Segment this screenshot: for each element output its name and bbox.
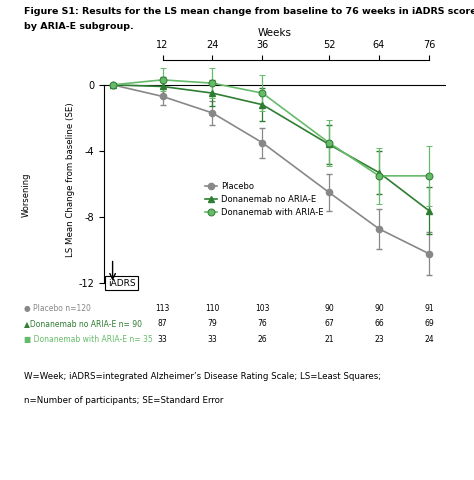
Text: 87: 87	[158, 320, 167, 328]
Text: by ARIA-E subgroup.: by ARIA-E subgroup.	[24, 22, 134, 31]
Text: W=Week; iADRS=integrated Alzheimer’s Disease Rating Scale; LS=Least Squares;: W=Week; iADRS=integrated Alzheimer’s Dis…	[24, 372, 381, 381]
Text: n=Number of participants; SE=Standard Error: n=Number of participants; SE=Standard Er…	[24, 396, 223, 405]
Text: 26: 26	[258, 336, 267, 344]
Y-axis label: LS Mean Change from baseline (SE): LS Mean Change from baseline (SE)	[65, 103, 74, 257]
Text: 90: 90	[324, 304, 334, 312]
Text: iADRS: iADRS	[108, 279, 135, 288]
Text: ▲Donanemab no ARIA-E n= 90: ▲Donanemab no ARIA-E n= 90	[24, 320, 142, 328]
X-axis label: Weeks: Weeks	[258, 28, 292, 38]
Text: 33: 33	[208, 336, 218, 344]
Text: 24: 24	[424, 336, 434, 344]
Text: 66: 66	[374, 320, 384, 328]
Text: Figure S1: Results for the LS mean change from baseline to 76 weeks in iADRS sco: Figure S1: Results for the LS mean chang…	[24, 7, 474, 16]
Text: 113: 113	[155, 304, 170, 312]
Text: 91: 91	[424, 304, 434, 312]
Text: 90: 90	[374, 304, 384, 312]
Text: 110: 110	[205, 304, 219, 312]
Text: 103: 103	[255, 304, 270, 312]
Text: 69: 69	[424, 320, 434, 328]
Text: Worsening: Worsening	[22, 172, 30, 216]
Text: 76: 76	[257, 320, 267, 328]
Text: 79: 79	[208, 320, 218, 328]
Text: 23: 23	[374, 336, 384, 344]
Text: 67: 67	[324, 320, 334, 328]
Legend: Placebo, Donanemab no ARIA-E, Donanemab with ARIA-E: Placebo, Donanemab no ARIA-E, Donanemab …	[201, 178, 327, 220]
Text: ● Placebo n=120: ● Placebo n=120	[24, 304, 91, 312]
Text: ■ Donanemab with ARIA-E n= 35: ■ Donanemab with ARIA-E n= 35	[24, 336, 153, 344]
Text: 33: 33	[158, 336, 167, 344]
Text: 21: 21	[324, 336, 334, 344]
